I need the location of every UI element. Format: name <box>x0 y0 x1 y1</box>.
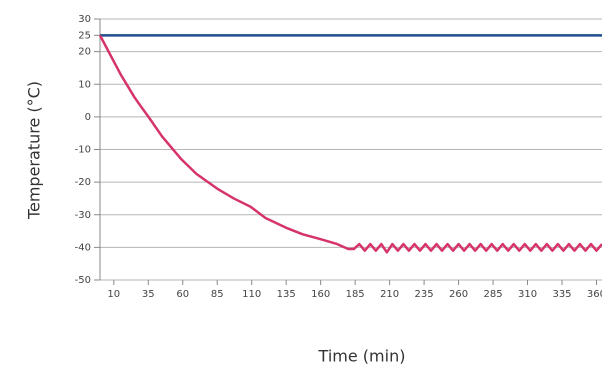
x-tick-label: 110 <box>242 289 261 300</box>
y-tick-label: -50 <box>75 275 91 286</box>
y-tick-label: 0 <box>85 112 91 123</box>
x-tick-label: 135 <box>277 289 296 300</box>
x-tick-label: 185 <box>346 289 365 300</box>
y-axis-label: Temperature (°C) <box>25 81 44 220</box>
x-tick-label: 285 <box>484 289 503 300</box>
x-tick-label: 310 <box>518 289 537 300</box>
x-tick-label: 35 <box>142 289 155 300</box>
y-tick-label: 30 <box>78 14 91 25</box>
y-tick-label: -40 <box>75 242 91 253</box>
x-tick-label: 235 <box>415 289 434 300</box>
x-tick-label: 160 <box>311 289 330 300</box>
x-tick-label: 85 <box>211 289 224 300</box>
y-tick-label: 20 <box>78 47 91 58</box>
x-tick-label: 335 <box>552 289 571 300</box>
y-tick-label: 25 <box>78 30 91 41</box>
y-tick-label: 10 <box>78 79 91 90</box>
x-tick-label: 360 <box>587 289 602 300</box>
data-line <box>98 34 602 254</box>
x-axis-label: Time (min) <box>318 347 406 366</box>
x-tick-label: 210 <box>380 289 399 300</box>
y-tick-label: -10 <box>75 145 91 156</box>
x-tick-label: 260 <box>449 289 468 300</box>
y-tick-label: -20 <box>75 177 91 188</box>
y-tick-label: -30 <box>75 210 91 221</box>
x-tick-label: 10 <box>107 289 120 300</box>
x-tick-label: 60 <box>176 289 189 300</box>
